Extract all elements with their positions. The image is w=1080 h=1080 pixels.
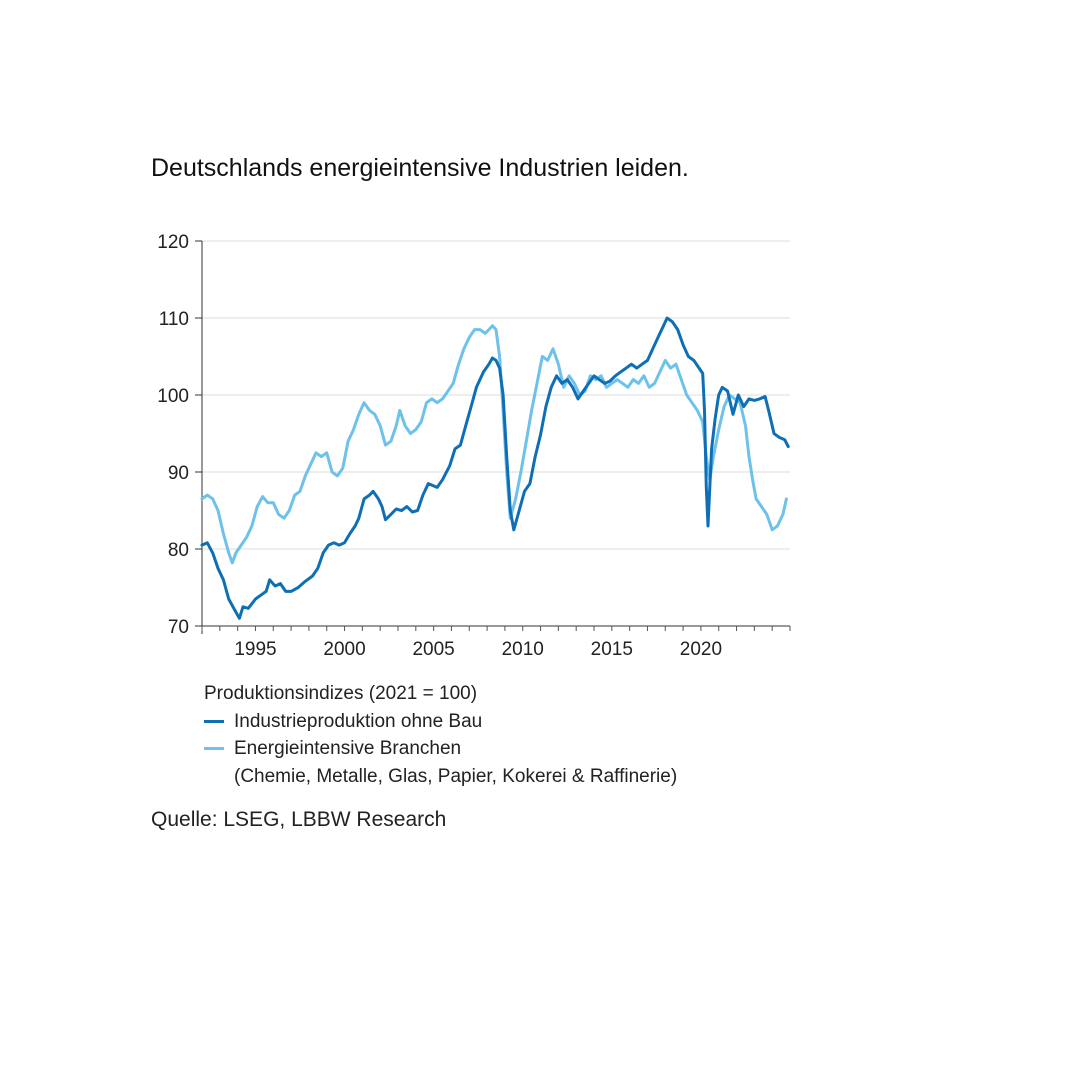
source-note: Quelle: LSEG, LBBW Research bbox=[151, 808, 447, 831]
legend-sublabel-energieintensive: (Chemie, Metalle, Glas, Papier, Kokerei … bbox=[234, 765, 678, 787]
x-tick-label-2010: 2010 bbox=[502, 639, 544, 660]
x-tick-label-2000: 2000 bbox=[323, 639, 365, 660]
legend-item-energieintensive: Energieintensive Branchen bbox=[204, 735, 677, 763]
series-lines bbox=[200, 316, 790, 620]
y-tick-label-120: 120 bbox=[157, 232, 189, 253]
x-tick-label-2020: 2020 bbox=[680, 639, 722, 660]
x-tick-label-2015: 2015 bbox=[591, 639, 633, 660]
legend-swatch-industrieproduktion bbox=[204, 719, 224, 723]
y-tick-label-70: 70 bbox=[168, 617, 189, 638]
legend-swatch-energieintensive bbox=[204, 747, 224, 751]
tick-labels: 70 80 90 100 110 120 1995 2000 2005 2010 2015 2020 bbox=[157, 232, 722, 660]
legend-label-industrieproduktion: Industrieproduktion ohne Bau bbox=[234, 710, 483, 732]
x-tick-label-1995: 1995 bbox=[234, 639, 276, 660]
legend-label-energieintensive: Energieintensive Branchen bbox=[234, 738, 462, 759]
y-tick-label-90: 90 bbox=[168, 463, 189, 484]
legend-heading: Produktionsindizes (2021 = 100) bbox=[204, 683, 478, 704]
legend: Produktionsindizes (2021 = 100) Industri… bbox=[204, 680, 677, 790]
grid-lines bbox=[202, 240, 790, 550]
series-line-energieintensive bbox=[200, 324, 788, 565]
series-line-industrieproduktion bbox=[200, 316, 790, 620]
y-tick-label-80: 80 bbox=[168, 540, 189, 561]
axes bbox=[195, 240, 791, 634]
y-tick-label-110: 110 bbox=[159, 309, 189, 330]
y-tick-label-100: 100 bbox=[157, 386, 189, 407]
x-tick-label-2005: 2005 bbox=[412, 639, 454, 660]
chart-title: Deutschlands energieintensive Industrien… bbox=[151, 154, 689, 182]
legend-item-industrieproduktion: Industrieproduktion ohne Bau bbox=[204, 708, 677, 736]
